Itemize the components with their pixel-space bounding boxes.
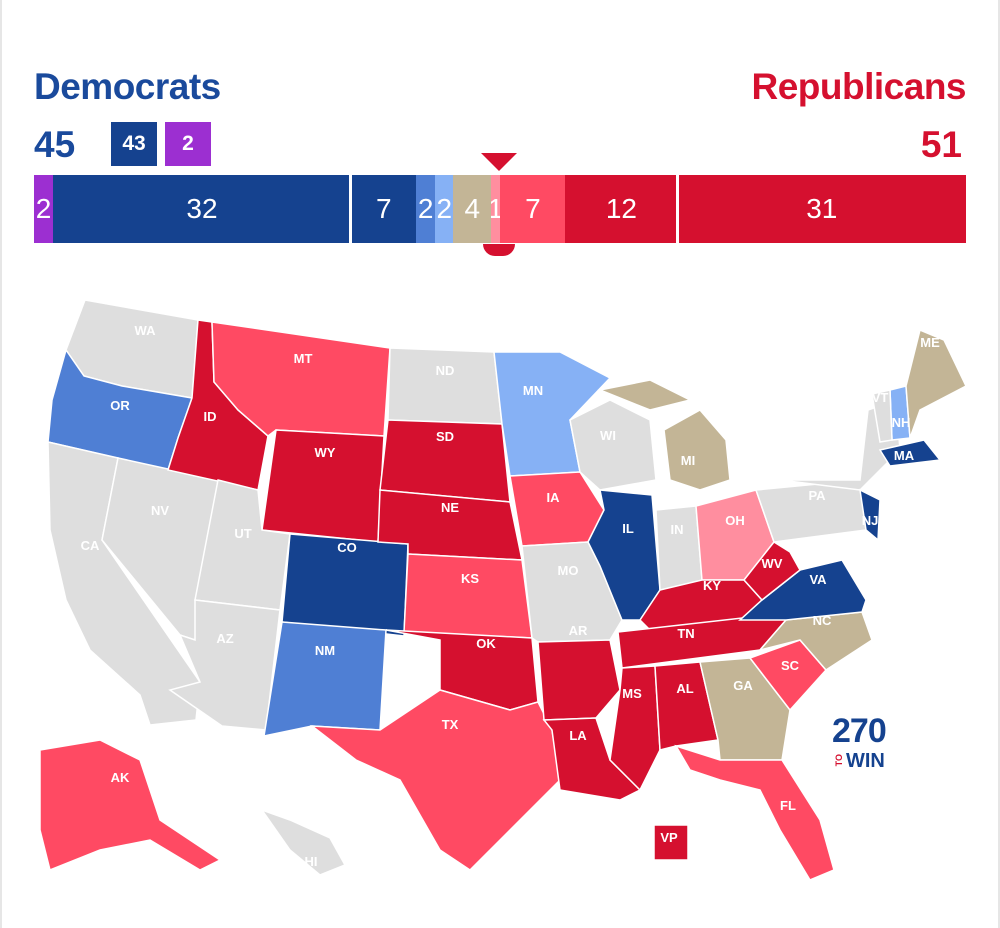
- state-label-ks: KS: [461, 571, 479, 586]
- state-label-ia: IA: [547, 490, 561, 505]
- state-label-nc: NC: [813, 613, 832, 628]
- state-label-tx: TX: [442, 717, 459, 732]
- state-label-vt: VT: [872, 390, 889, 405]
- state-label-ga: GA: [733, 678, 753, 693]
- state-label-nh: NH: [892, 415, 911, 430]
- state-ma[interactable]: [878, 439, 942, 467]
- state-label-il: IL: [622, 521, 634, 536]
- state-label-wv: WV: [762, 556, 783, 571]
- state-la[interactable]: [542, 717, 642, 801]
- bar-segment: 2: [416, 175, 436, 243]
- state-wv[interactable]: [743, 541, 801, 602]
- state-label-ca: CA: [81, 538, 100, 553]
- seat-balance-bar: 2 32 7 2 2 4 1 7 12 31: [34, 175, 967, 243]
- republicans-total: 51: [920, 124, 962, 165]
- bar-segment: 7: [500, 175, 566, 243]
- logo-to: TO: [834, 754, 844, 767]
- bar-segment: 31: [677, 175, 967, 243]
- bar-segment: 7: [350, 175, 417, 243]
- state-label-ak: AK: [111, 770, 130, 785]
- bar-segment: 4: [453, 175, 492, 243]
- state-label-nm: NM: [315, 643, 335, 658]
- state-vp[interactable]: [653, 824, 689, 861]
- state-hi[interactable]: [260, 808, 347, 876]
- bar-segment: 2: [434, 175, 454, 243]
- state-label-wa: WA: [135, 323, 157, 338]
- democrat-seats-chip: 43: [111, 122, 157, 166]
- majority-marker-top: [481, 153, 517, 171]
- bar-segment: 32: [52, 175, 352, 243]
- state-label-hi: HI: [305, 854, 318, 869]
- us-senate-map: WA OR CA NV ID MT WY UT AZ CO NM ND SD NE KS OK TX MN IA MO…: [39, 299, 967, 881]
- frame-left-border: [0, 0, 2, 928]
- state-co[interactable]: [281, 533, 409, 637]
- frame-right-border: [998, 0, 1000, 928]
- state-me[interactable]: [905, 328, 967, 439]
- state-tx[interactable]: [309, 689, 561, 871]
- democrats-title: Democrats: [34, 66, 221, 107]
- state-nj[interactable]: [859, 488, 881, 542]
- state-ks[interactable]: [403, 553, 533, 639]
- bar-segment: 12: [565, 175, 678, 243]
- state-label-ms: MS: [622, 686, 642, 701]
- state-label-ma: MA: [894, 448, 915, 463]
- state-label-ar: AR: [569, 623, 588, 638]
- state-label-va: VA: [809, 572, 827, 587]
- state-label-id: ID: [204, 409, 217, 424]
- state-label-pa: PA: [808, 488, 826, 503]
- state-label-az: AZ: [216, 631, 233, 646]
- republicans-title: Republicans: [751, 66, 967, 107]
- majority-marker-bottom: [483, 244, 515, 256]
- state-al[interactable]: [654, 661, 719, 751]
- state-label-vp: VP: [660, 830, 678, 845]
- independent-seats-chip: 2: [165, 122, 211, 166]
- state-label-me: ME: [920, 335, 940, 350]
- logo-number: 270: [832, 712, 887, 750]
- state-label-ok: OK: [476, 636, 496, 651]
- bar-divider: [349, 175, 353, 243]
- logo-win: WIN: [846, 750, 885, 772]
- state-label-mi: MI: [681, 453, 695, 468]
- state-fl[interactable]: [674, 744, 835, 881]
- state-label-oh: OH: [725, 513, 745, 528]
- state-il[interactable]: [587, 489, 661, 621]
- state-ia[interactable]: [509, 471, 605, 547]
- state-label-mt: MT: [294, 351, 313, 366]
- state-label-wi: WI: [600, 428, 616, 443]
- state-label-ut: UT: [234, 526, 251, 541]
- state-label-co: CO: [337, 540, 357, 555]
- 270towin-logo: 270 TO WIN: [832, 712, 902, 772]
- bar-segment: 1: [490, 175, 501, 243]
- state-label-in: IN: [671, 522, 684, 537]
- state-nm[interactable]: [263, 621, 387, 737]
- state-label-sc: SC: [781, 658, 800, 673]
- state-label-fl: FL: [780, 798, 796, 813]
- state-label-ne: NE: [441, 500, 459, 515]
- state-label-wy: WY: [315, 445, 336, 460]
- state-ak[interactable]: [39, 739, 222, 872]
- state-label-sd: SD: [436, 429, 454, 444]
- state-label-or: OR: [110, 398, 130, 413]
- state-nd[interactable]: [387, 347, 503, 425]
- state-ar[interactable]: [537, 639, 621, 721]
- state-label-al: AL: [676, 681, 693, 696]
- state-label-nd: ND: [436, 363, 455, 378]
- state-label-tn: TN: [677, 626, 694, 641]
- state-label-nv: NV: [151, 503, 169, 518]
- bar-segment: 2: [34, 175, 54, 243]
- state-label-la: LA: [569, 728, 587, 743]
- state-mi[interactable]: [597, 379, 731, 491]
- state-az[interactable]: [168, 599, 281, 731]
- state-label-ny: NY: [842, 424, 860, 439]
- state-wi[interactable]: [569, 399, 657, 491]
- state-label-nj: NJ: [862, 513, 879, 528]
- democrats-total: 45: [34, 124, 76, 165]
- state-label-ky: KY: [703, 578, 721, 593]
- state-label-mn: MN: [523, 383, 543, 398]
- bar-divider: [675, 175, 679, 243]
- state-label-mo: MO: [558, 563, 579, 578]
- state-vt[interactable]: [871, 389, 893, 443]
